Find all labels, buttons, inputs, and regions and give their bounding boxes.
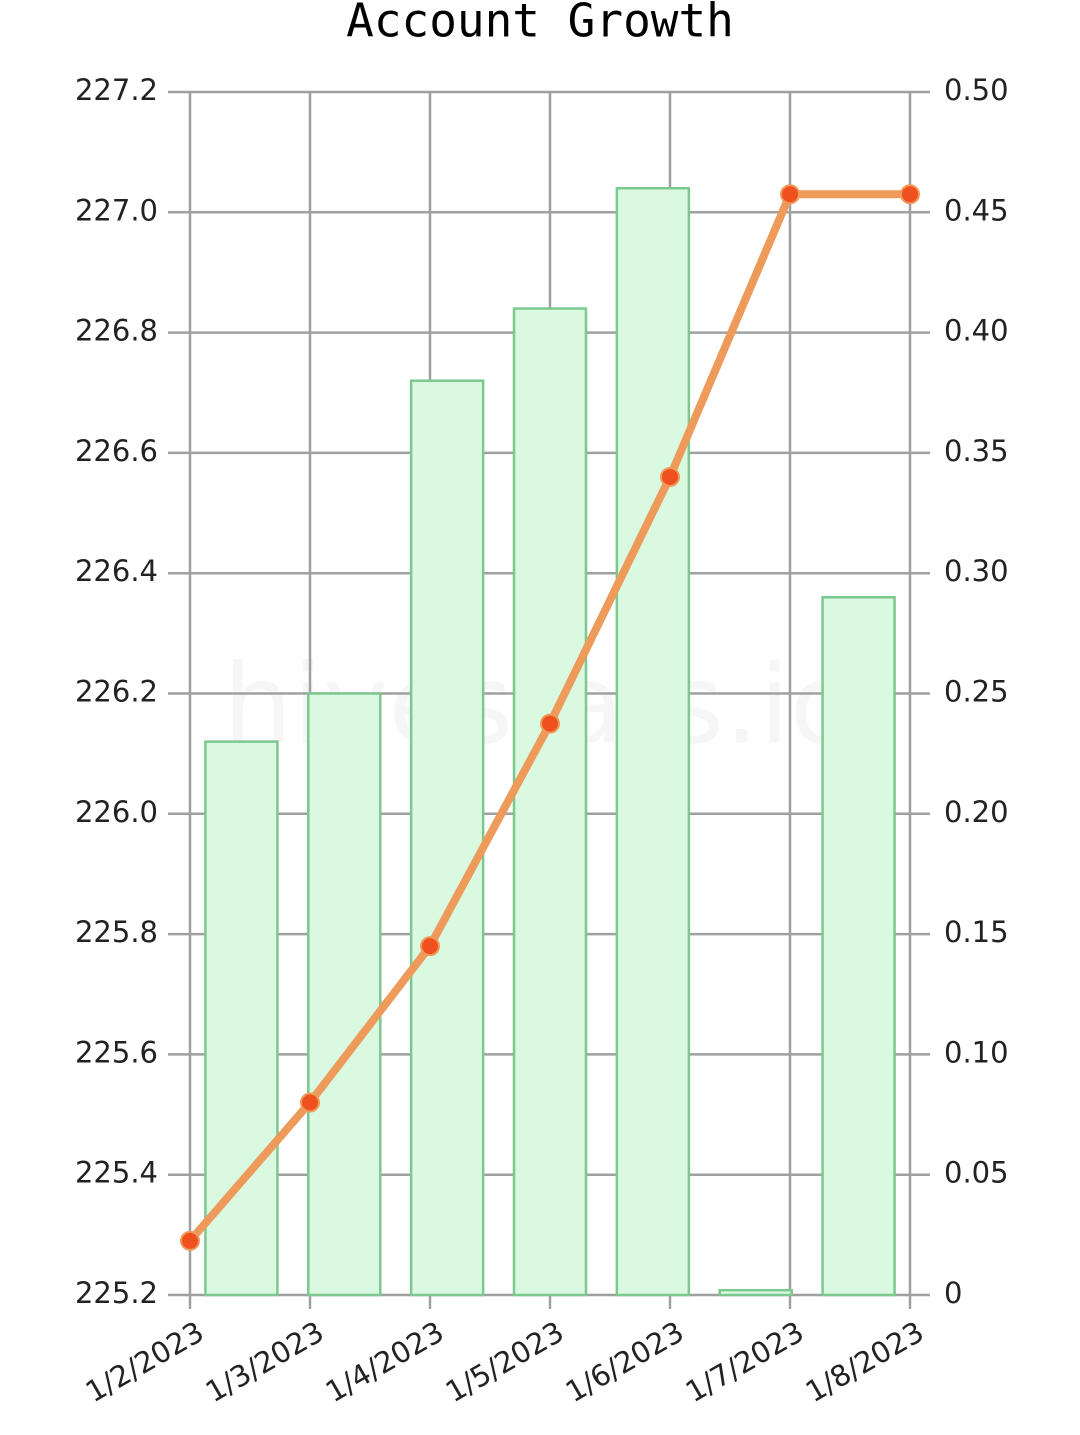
point <box>540 713 560 734</box>
y2-tick-label: 0.25 <box>944 675 1009 709</box>
y-tick-label: 225.4 <box>75 1156 158 1190</box>
point <box>180 1230 200 1251</box>
y2-tick-label: 0.05 <box>944 1156 1009 1190</box>
y2-tick-label: 0.50 <box>944 73 1009 107</box>
x-tick-label: 1/5/2023 <box>440 1315 570 1410</box>
y-tick-label: 227.2 <box>75 73 158 107</box>
y-tick-label: 227.0 <box>75 193 158 227</box>
y2-tick-label: 0 <box>944 1276 962 1310</box>
y2-tick-label: 0.20 <box>944 795 1009 829</box>
y-tick-label: 225.2 <box>75 1276 158 1310</box>
x-tick-label: 1/4/2023 <box>320 1315 450 1410</box>
y-tick-label: 225.6 <box>75 1035 158 1069</box>
y-tick-label: 226.2 <box>75 675 158 709</box>
point <box>300 1092 320 1113</box>
bar <box>204 740 279 1297</box>
y2-tick-label: 0.45 <box>944 193 1009 227</box>
y2-tick-label: 0.30 <box>944 554 1009 588</box>
y-tick-label: 226.4 <box>75 554 158 588</box>
chart-title: Account Growth <box>346 0 734 48</box>
y-tick-label: 226.0 <box>75 795 158 829</box>
point <box>420 936 440 957</box>
bar <box>512 307 588 1297</box>
y-tick-label: 226.8 <box>75 314 158 348</box>
x-tick-label: 1/6/2023 <box>560 1315 690 1410</box>
bar <box>307 692 382 1297</box>
y-tick-label: 225.8 <box>75 915 158 949</box>
point <box>780 184 800 205</box>
point <box>660 466 680 487</box>
point <box>900 184 920 205</box>
y-tick-label: 226.6 <box>75 434 158 468</box>
y2-tick-label: 0.35 <box>944 434 1009 468</box>
y2-tick-label: 0.40 <box>944 314 1009 348</box>
y2-tick-label: 0.10 <box>944 1035 1009 1069</box>
bar <box>718 1288 793 1297</box>
x-tick-label: 1/2/2023 <box>80 1315 210 1410</box>
bar <box>821 596 896 1297</box>
x-tick-label: 1/8/2023 <box>800 1315 930 1410</box>
y2-tick-label: 0.15 <box>944 915 1009 949</box>
bar <box>409 379 485 1297</box>
x-tick-label: 1/7/2023 <box>680 1315 810 1410</box>
x-tick-label: 1/3/2023 <box>200 1315 330 1410</box>
bar <box>615 186 691 1297</box>
